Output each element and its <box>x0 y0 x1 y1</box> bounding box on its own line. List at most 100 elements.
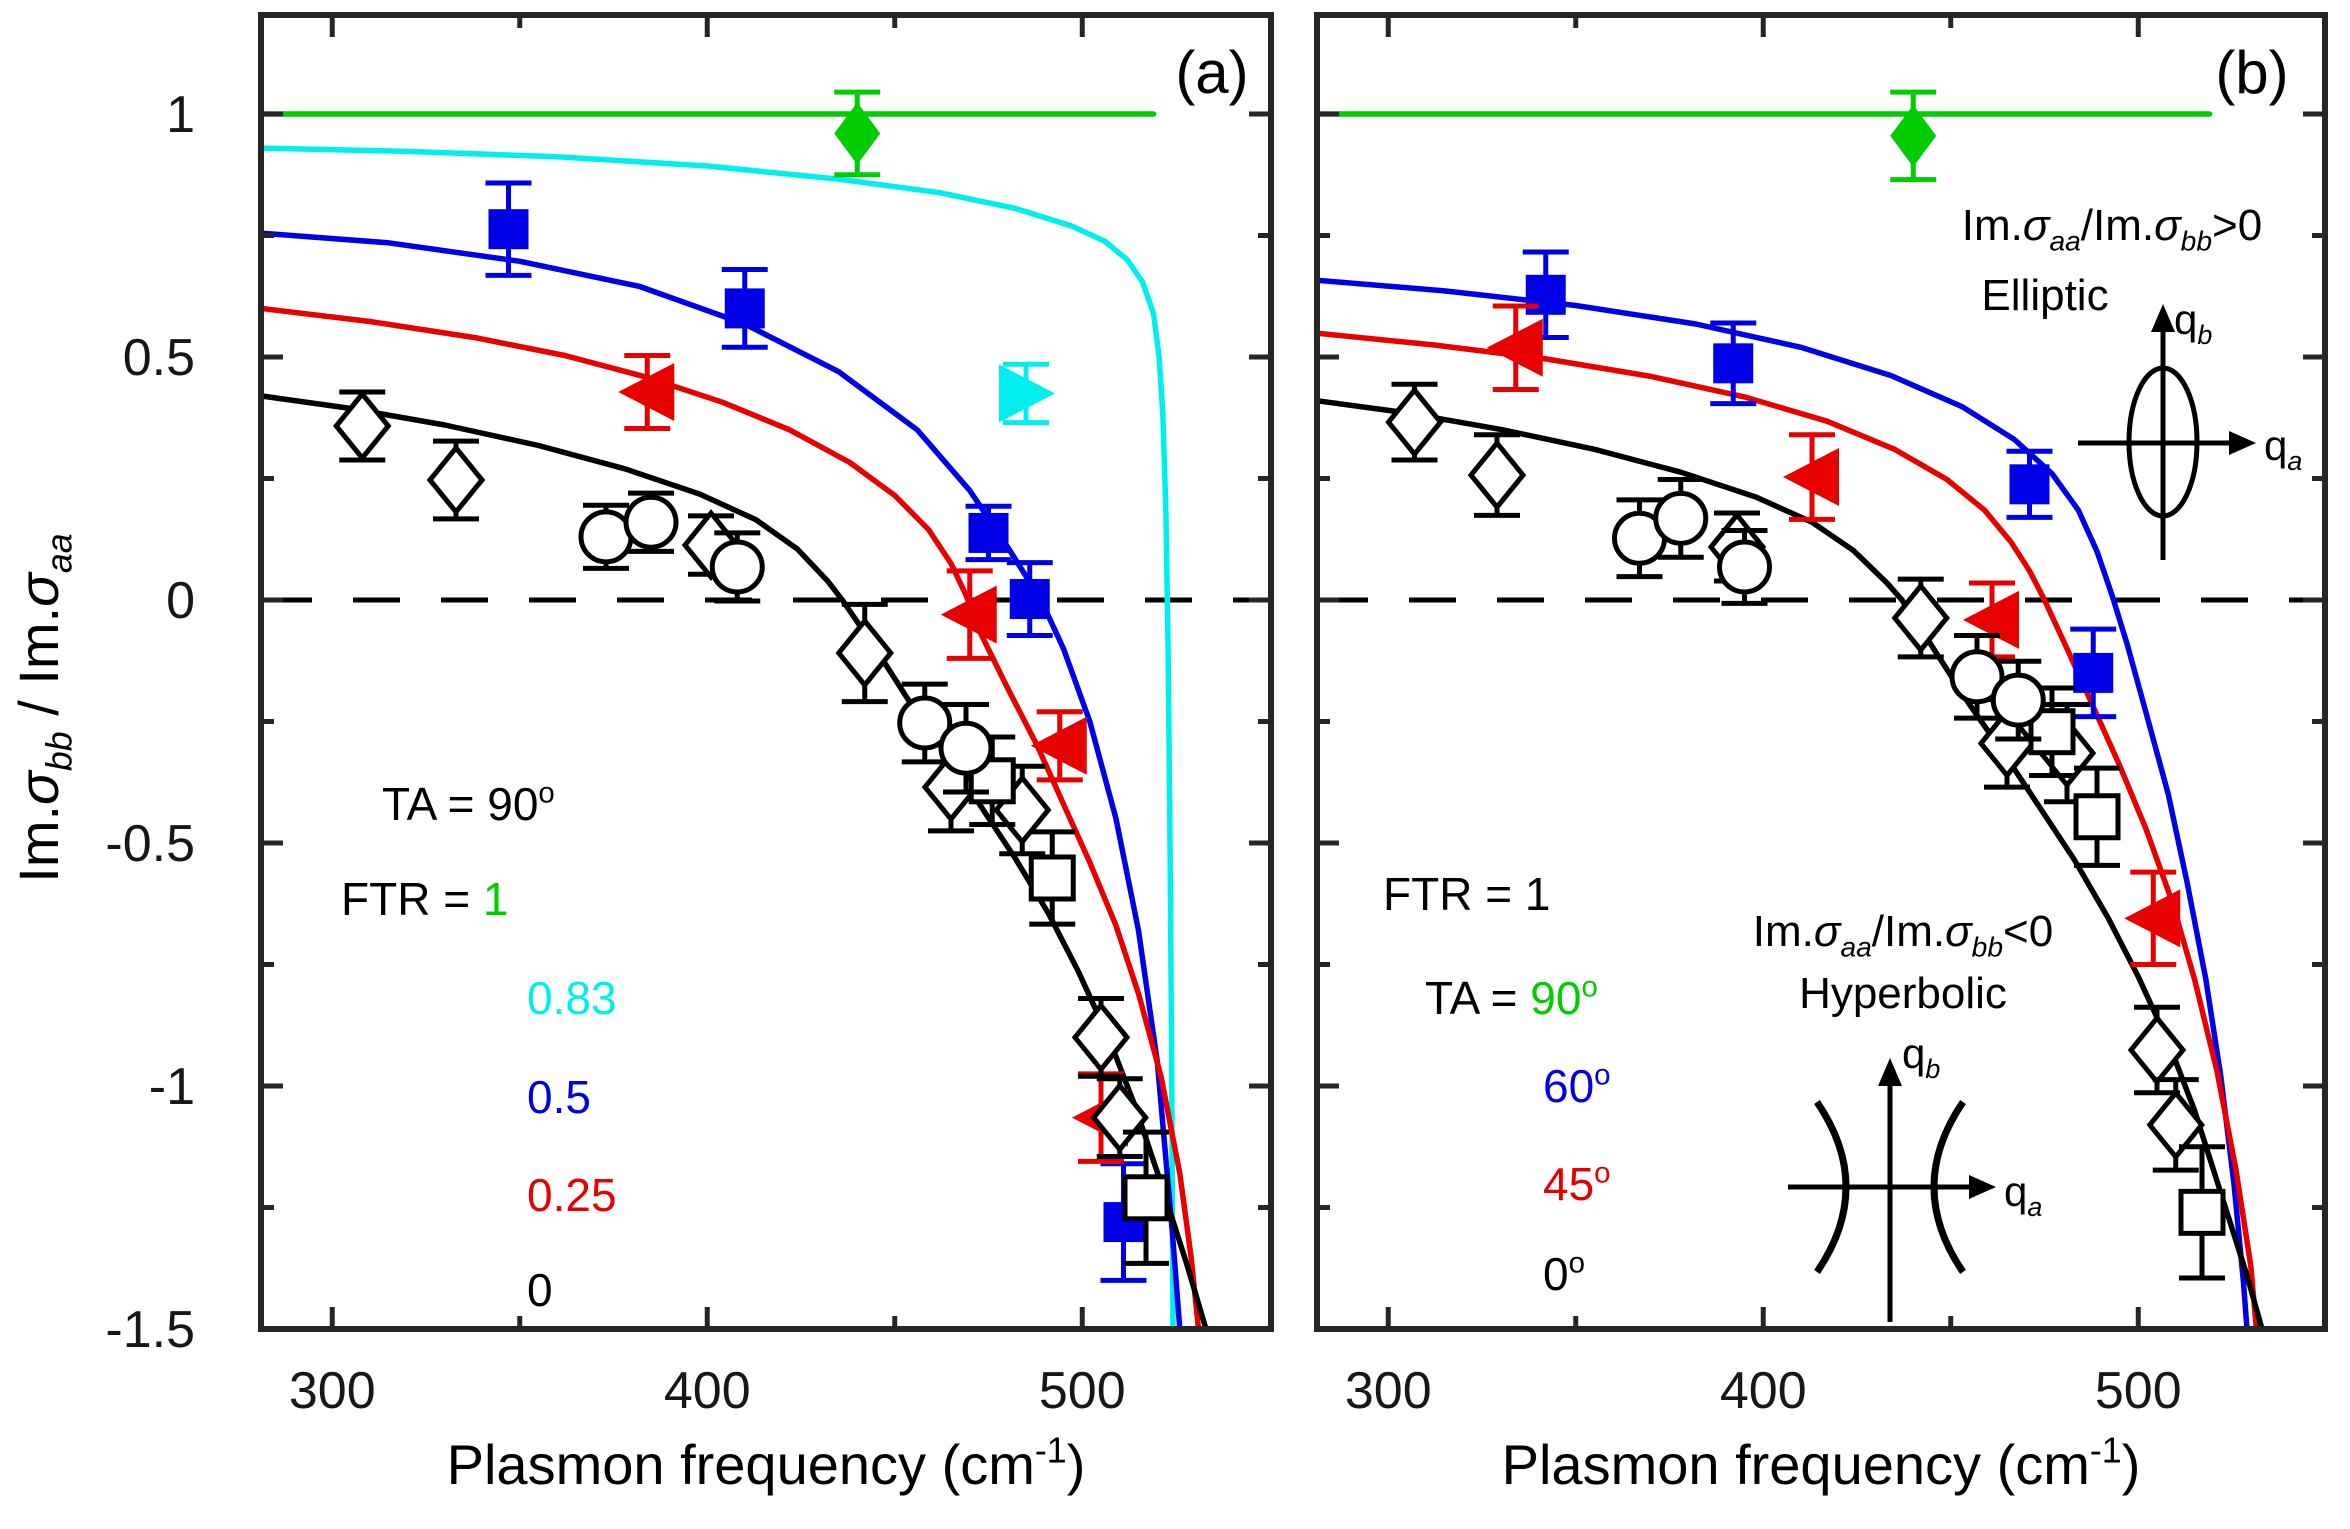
legend-b: FTR = 1 TA = 90o 60o 45o 0o <box>1383 868 1611 1300</box>
panel-label-b: (b) <box>2215 39 2288 106</box>
marker-triangle-left <box>2124 889 2181 948</box>
annotation-elliptic-condition: Im.σaa/Im.σbb>0 <box>1962 201 2262 257</box>
marker-diamond-open <box>1071 1001 1131 1074</box>
marker-circle-open <box>1949 649 2005 705</box>
series-ta-0-circles <box>1612 476 2046 742</box>
qa-arrowhead-icon <box>1969 1175 1996 1199</box>
x-tick-label-300: 300 <box>1345 1362 1432 1420</box>
legend-a: TA = 90o FTR = 1 0.83 0.5 0.25 0 <box>341 777 617 1317</box>
marker-square-filled <box>488 209 529 250</box>
series-ftr-1-data <box>834 89 881 178</box>
marker-square-filled <box>968 512 1009 553</box>
y-tick-label--0.5: -0.5 <box>105 815 195 873</box>
marker-circle-open <box>938 720 994 776</box>
marker-diamond-open <box>1385 386 1444 459</box>
marker-square-filled <box>2073 652 2114 693</box>
marker-diamond-open <box>333 390 392 462</box>
x-tick-label-300: 300 <box>289 1362 376 1420</box>
qb-label-elliptic: qb <box>2174 296 2212 350</box>
y-tick-label--1: -1 <box>149 1058 195 1116</box>
x-tick-label-400: 400 <box>664 1362 751 1420</box>
x-tick-label-500: 500 <box>1039 1362 1126 1420</box>
curve-ta-0 <box>1320 398 2265 1326</box>
qb-arrowhead-icon <box>1878 1058 1902 1086</box>
curve-ftr-0.83 <box>264 145 1176 1326</box>
legend-a-ftr-083: 0.83 <box>527 972 617 1024</box>
y-tick-label-0.5: 0.5 <box>123 329 195 387</box>
marker-diamond-open <box>1467 439 1527 512</box>
marker-square-filled <box>2009 464 2050 505</box>
annotations-b: Im.σaa/Im.σbb>0 Elliptic Im.σaa/Im.σbb<0… <box>1753 201 2302 1322</box>
marker-diamond-open <box>426 443 486 516</box>
legend-b-ftr: FTR = 1 <box>1383 868 1550 920</box>
hyperbolic-isofrequency-icon <box>1788 1058 1996 1322</box>
panel-a: 300 400 500 1 0.5 0 -0.5 -1 -1.5 <box>105 12 1274 1420</box>
marker-circle-open <box>578 509 634 565</box>
marker-triangle-left <box>940 585 997 644</box>
curve-ta-45 <box>1320 330 2259 1326</box>
marker-diamond-open <box>1891 582 1950 654</box>
y-tick-label--1.5: -1.5 <box>105 1301 195 1359</box>
chart-panels: 300 400 500 1 0.5 0 -0.5 -1 -1.5 300 400 500 <box>105 12 2328 1420</box>
legend-a-ftr-05: 0.5 <box>527 1071 591 1123</box>
marker-diamond-open <box>2146 1088 2205 1161</box>
marker-diamond-filled <box>834 102 881 165</box>
qa-label-hyperbolic: qa <box>2004 1168 2042 1222</box>
marker-triangle-right <box>999 364 1055 423</box>
marker-triangle-left <box>1783 448 1839 507</box>
marker-circle-open <box>1653 490 1709 546</box>
marker-circle-open <box>897 695 953 751</box>
qa-arrowhead-icon <box>2229 431 2256 455</box>
x-axis-label-a: Plasmon frequency (cm-1) <box>447 1431 1086 1496</box>
marker-triangle-left <box>1030 716 1087 775</box>
series-ftr-0-squares <box>968 734 1170 1266</box>
marker-diamond-open <box>2127 1014 2187 1087</box>
marker-circle-open <box>1990 672 2046 728</box>
axes-frame <box>1314 12 2328 1332</box>
elliptic-isofrequency-icon <box>2078 304 2256 560</box>
marker-square-open <box>2073 793 2121 841</box>
series-ta-90-data <box>1890 89 1937 183</box>
qb-label-hyperbolic: qb <box>1902 1030 1940 1084</box>
panel-b: 300 400 500 <box>1314 12 2328 1420</box>
marker-square-filled <box>1009 579 1050 620</box>
marker-circle-open <box>623 494 679 550</box>
panel-label-a: (a) <box>1175 39 1248 106</box>
marker-circle-open <box>1717 539 1772 595</box>
x-tick-label-500: 500 <box>2095 1362 2182 1420</box>
qb-arrowhead-icon <box>2151 304 2175 332</box>
qa-label-elliptic: qa <box>2264 422 2302 476</box>
legend-b-ta-60: 60o <box>1543 1059 1611 1113</box>
legend-a-ta: TA = 90o <box>382 777 555 831</box>
axis-ticks <box>261 15 1271 1332</box>
series-ta-45-data <box>1486 303 2181 967</box>
marker-square-filled <box>1713 343 1754 384</box>
marker-square-filled <box>724 288 765 329</box>
x-axis-label-b: Plasmon frequency (cm-1) <box>1502 1431 2141 1496</box>
annotation-elliptic-word: Elliptic <box>1981 271 2108 320</box>
y-tick-label-0: 0 <box>166 572 195 630</box>
marker-square-filled <box>1525 274 1566 315</box>
marker-diamond-open <box>835 617 894 689</box>
series-ftr-0-diamonds <box>333 389 1149 1159</box>
legend-b-ta-90: TA = 90o <box>1425 971 1598 1025</box>
marker-square-open <box>968 757 1016 805</box>
marker-diamond-filled <box>1890 104 1937 167</box>
marker-triangle-left <box>618 362 675 421</box>
marker-square-open <box>1122 1174 1170 1222</box>
series-ftr-0.83-data <box>999 361 1055 426</box>
annotation-hyperbolic-condition: Im.σaa/Im.σbb<0 <box>1753 907 2053 963</box>
series-ftr-0-circles <box>578 490 994 795</box>
legend-b-ta-45: 45o <box>1543 1157 1611 1211</box>
marker-square-open <box>1028 854 1076 902</box>
curve-ftr-0.25 <box>264 305 1201 1326</box>
legend-a-ftr-1: FTR = 1 <box>341 873 508 925</box>
marker-triangle-left <box>1486 318 1543 377</box>
axes-frame <box>258 12 1274 1332</box>
marker-circle-open <box>709 539 765 595</box>
x-tick-label-400: 400 <box>1720 1362 1807 1420</box>
axis-ticks <box>1317 15 2325 1332</box>
legend-a-ftr-025: 0.25 <box>527 1169 617 1221</box>
legend-b-ta-0: 0o <box>1543 1247 1585 1301</box>
